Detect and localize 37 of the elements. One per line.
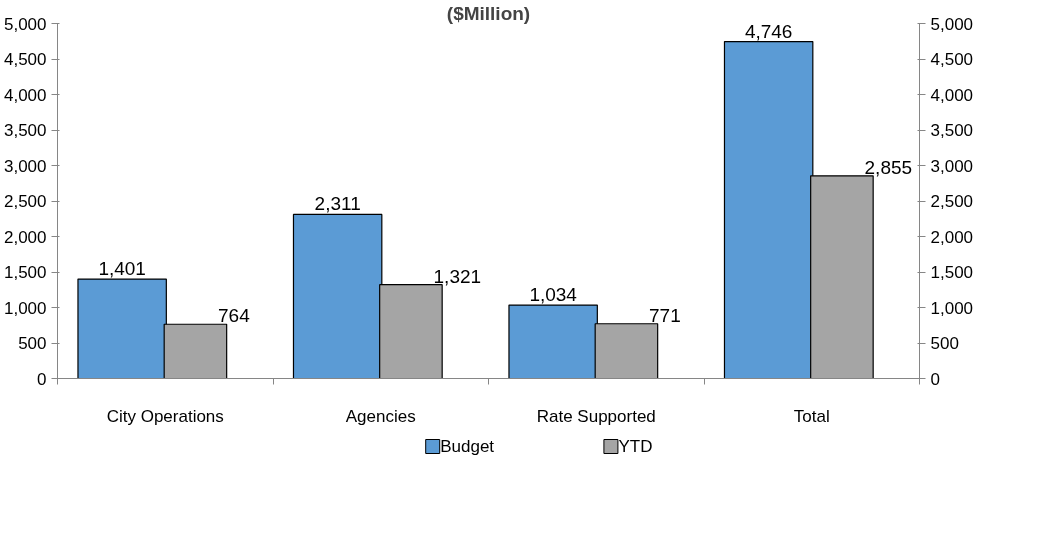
data-label: 771 (649, 304, 681, 326)
y-tick-label: 2,000 (3, 227, 47, 247)
y-tick-label: 2,500 (3, 192, 47, 211)
legend-label: YTD (618, 437, 653, 456)
y2-tick-label: 0 (930, 369, 940, 389)
y2-tick-label: 5,000 (930, 14, 974, 34)
data-label: 764 (218, 305, 251, 327)
data-label: 1,321 (433, 265, 482, 287)
legend-label: Budget (440, 437, 495, 456)
data-label: 4,746 (744, 20, 793, 42)
y-tick-label: 500 (18, 334, 47, 353)
data-label: 1,034 (529, 284, 578, 306)
y2-tick-label: 1,500 (930, 263, 974, 282)
x-tick-label: City Operations (106, 406, 224, 426)
data-label: 1,401 (98, 258, 146, 280)
y-tick-label: 1,500 (3, 263, 47, 282)
y2-tick-label: 4,500 (930, 50, 974, 69)
y2-tick-label: 3,500 (930, 121, 974, 140)
y2-tick-label: 4,000 (930, 85, 974, 105)
x-tick-label: Rate Supported (536, 406, 656, 426)
y2-tick-label: 1,000 (930, 298, 974, 318)
y-tick-label: 0 (37, 369, 47, 389)
y-tick-label: 4,000 (3, 85, 47, 105)
y2-tick-label: 3,000 (930, 156, 974, 176)
y-tick-label: 3,500 (3, 121, 47, 140)
y2-tick-label: 2,500 (930, 192, 974, 211)
x-tick-label: Total (793, 406, 830, 426)
y2-tick-label: 2,000 (930, 227, 974, 247)
data-label: 2,311 (314, 193, 361, 215)
y-tick-label: 3,000 (3, 156, 47, 176)
data-label: 2,855 (864, 156, 913, 178)
y-tick-label: 5,000 (3, 14, 47, 34)
y-tick-label: 1,000 (3, 298, 47, 318)
y-tick-label: 4,500 (3, 50, 47, 69)
chart-title: ($Million) (446, 2, 531, 24)
y2-tick-label: 500 (930, 334, 959, 353)
x-tick-label: Agencies (345, 406, 416, 426)
